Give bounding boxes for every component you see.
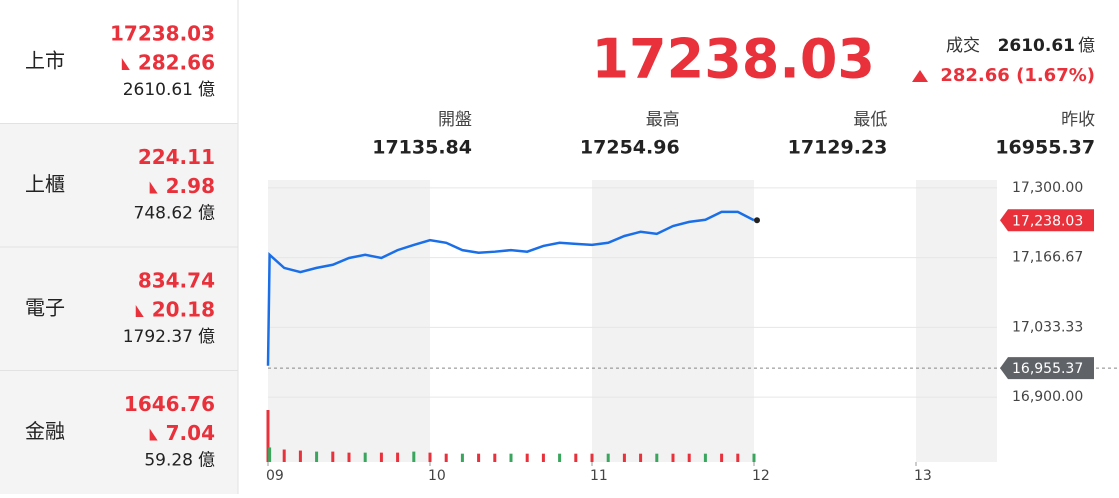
market-name: 上市: [25, 49, 65, 73]
market-price: 1646.76: [124, 392, 215, 416]
band: [268, 180, 430, 462]
x-tick-label: 09: [266, 468, 284, 484]
stat-value: 17129.23: [788, 137, 888, 159]
volume-bar: [428, 452, 432, 462]
stat-value: 17254.96: [580, 137, 680, 159]
volume-bar: [460, 453, 464, 462]
market-change: 20.18: [152, 298, 215, 322]
volume-bar: [671, 453, 675, 462]
volume-bar: [736, 453, 740, 462]
up-arrow: [149, 428, 158, 441]
band: [916, 180, 997, 462]
volume-bar: [331, 451, 335, 462]
volume-bar: [268, 447, 272, 462]
volume-bar: [655, 453, 659, 462]
stat-value: 17135.84: [372, 137, 472, 159]
volume-bar: [541, 453, 545, 462]
last-point: [754, 217, 760, 224]
volume-bar: [363, 452, 367, 462]
x-tick-label: 12: [752, 468, 770, 484]
volume-bar: [720, 453, 724, 462]
stat-value: 16955.37: [995, 137, 1095, 159]
market-change: 2.98: [166, 174, 215, 198]
market-change: 282.66: [138, 51, 215, 75]
y-tick-label: 16,900.00: [1012, 389, 1083, 405]
turnover-unit: 億: [1078, 36, 1095, 56]
volume-bar: [703, 453, 707, 462]
up-arrow: [912, 70, 928, 82]
volume-bar: [574, 453, 578, 462]
volume-bar: [444, 453, 448, 462]
volume-bar: [493, 453, 497, 462]
stat-label: 最高: [646, 110, 680, 130]
band: [592, 180, 754, 462]
volume-bar: [379, 452, 383, 462]
volume-bar: [558, 453, 562, 462]
volume-bar: [639, 453, 643, 462]
volume-bar: [266, 410, 270, 462]
volume-bar: [477, 453, 481, 462]
x-tick-label: 10: [428, 468, 446, 484]
volume-bar: [525, 453, 529, 462]
stat-label: 開盤: [438, 110, 472, 130]
turnover-label: 成交: [946, 36, 980, 56]
volume-bar: [412, 451, 416, 462]
volume-bar: [622, 453, 626, 462]
market-name: 電子: [25, 296, 65, 320]
volume-bar: [590, 453, 594, 462]
market-unit: 億: [198, 80, 215, 100]
market-unit: 億: [198, 451, 215, 471]
market-volume: 59.28: [144, 451, 193, 471]
last-price-tag: 17,238.03: [1012, 213, 1083, 229]
market-price: 834.74: [138, 269, 215, 293]
sidebar-bg: [0, 123, 238, 494]
market-name: 上櫃: [25, 172, 65, 196]
volume-bar: [752, 453, 756, 462]
quote-change: 282.66 (1.67%): [940, 65, 1095, 86]
last-price-tag-bg: [1000, 209, 1094, 232]
price-line: [266, 210, 755, 366]
y-tick-label: 17,033.33: [1012, 319, 1083, 335]
volume-bar: [347, 452, 351, 462]
market-name: 金融: [25, 419, 65, 443]
x-tick-label: 13: [914, 468, 932, 484]
volume-bar: [396, 452, 400, 462]
stat-label: 昨收: [1061, 110, 1095, 130]
y-tick-label: 17,300.00: [1012, 180, 1083, 196]
up-arrow: [135, 305, 144, 317]
market-change: 7.04: [166, 421, 215, 445]
volume-bar: [298, 450, 302, 462]
market-volume: 1792.37: [123, 327, 193, 347]
volume-bar: [315, 451, 319, 462]
market-unit: 億: [198, 204, 215, 224]
x-tick-label: 11: [590, 468, 608, 484]
volume-bar: [606, 453, 610, 462]
market-price: 224.11: [138, 145, 215, 169]
prev-close-tag: 16,955.37: [1012, 361, 1083, 377]
volume-bar: [687, 453, 691, 462]
prev-close-tag-bg: [1000, 357, 1094, 380]
market-volume: 748.62: [134, 204, 193, 224]
volume-bar: [282, 449, 286, 462]
market-price: 17238.03: [110, 22, 215, 46]
market-volume: 2610.61: [123, 80, 193, 100]
up-arrow: [149, 181, 158, 194]
turnover: 2610.61: [998, 36, 1075, 56]
quote-price: 17238.03: [591, 28, 875, 91]
y-tick-label: 17,166.67: [1012, 250, 1083, 266]
volume-bar: [509, 453, 513, 462]
stat-label: 最低: [853, 110, 887, 130]
market-unit: 億: [198, 327, 215, 347]
up-arrow: [121, 58, 130, 70]
